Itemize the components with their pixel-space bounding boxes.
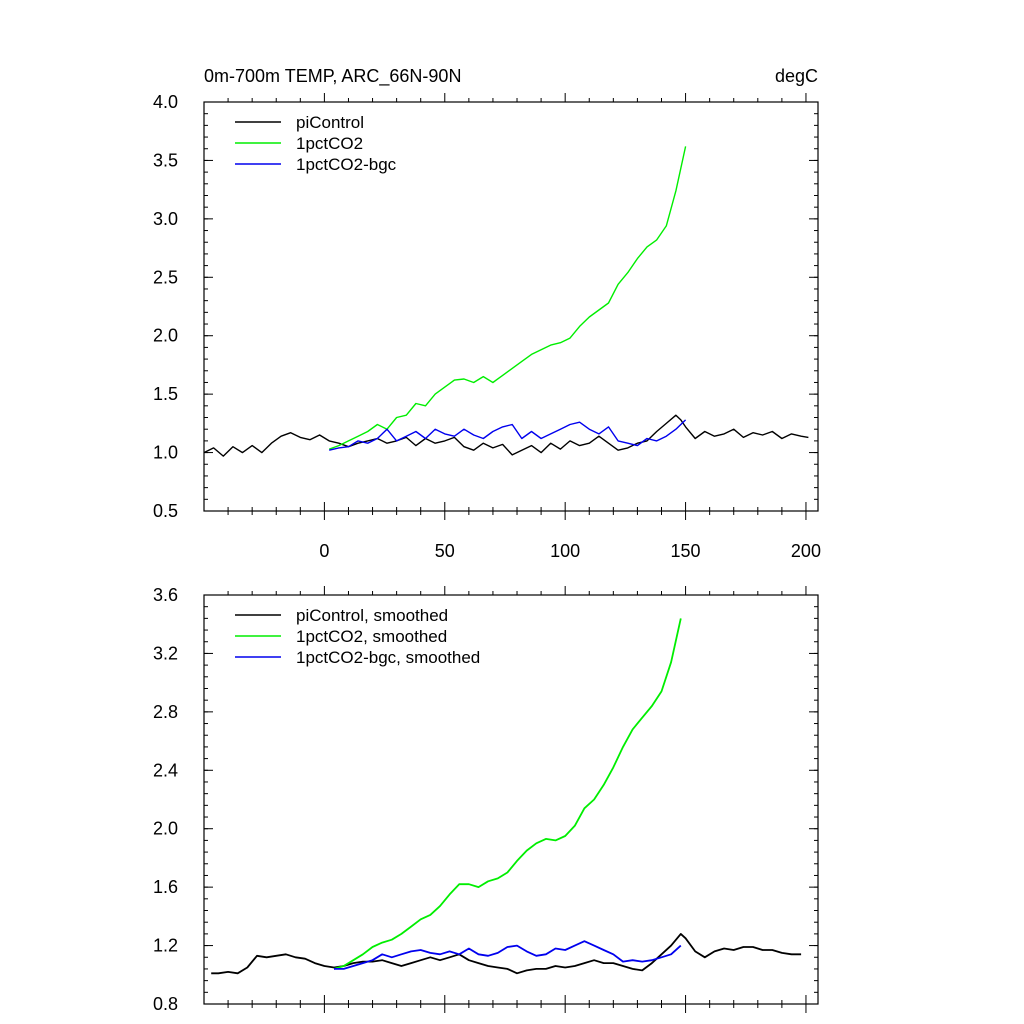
top-x-tick-label: 0 <box>319 541 329 561</box>
bottom-legend-label-2: 1pctCO2-bgc, smoothed <box>296 648 480 667</box>
bottom-y-tick-label: 0.8 <box>153 994 178 1014</box>
bottom-legend-label-1: 1pctCO2, smoothed <box>296 627 447 646</box>
top-legend-label-2: 1pctCO2-bgc <box>296 155 397 174</box>
bottom-axes: 0.8 1.2 1.6 2.0 2.4 2.8 3.2 3.6 <box>153 585 818 1014</box>
top-series-line-2 <box>329 419 687 451</box>
bottom-y-tick-label: 3.2 <box>153 643 178 663</box>
bottom-legend-label-0: piControl, smoothed <box>296 606 448 625</box>
bottom-series-line-1 <box>333 618 682 970</box>
top-legend: piControl 1pctCO2 1pctCO2-bgc <box>235 113 397 174</box>
bottom-series-line-2 <box>334 940 682 970</box>
top-series-line-1 <box>328 146 687 450</box>
top-y-tick-label: 3.5 <box>153 150 178 170</box>
top-x-tick-label: 50 <box>435 541 455 561</box>
top-x-tick-label: 100 <box>550 541 580 561</box>
bottom-y-tick-label: 2.0 <box>153 819 178 839</box>
top-legend-label-1: 1pctCO2 <box>296 134 363 153</box>
top-y-tick-label: 1.5 <box>153 384 178 404</box>
bottom-y-tick-label: 2.4 <box>153 760 178 780</box>
top-legend-label-0: piControl <box>296 113 364 132</box>
top-x-tick-label: 150 <box>671 541 701 561</box>
bottom-y-tick-label: 1.6 <box>153 877 178 897</box>
top-axes: 0.5 1.0 1.5 2.0 2.5 3.0 3.5 4.0 0 50 100 150 200 <box>153 92 821 561</box>
bottom-legend: piControl, smoothed 1pctCO2, smoothed 1pct… <box>235 606 480 667</box>
bottom-series-group <box>211 618 802 975</box>
bottom-plot-frame <box>203 594 819 1005</box>
top-y-tick-label: 1.0 <box>153 443 178 463</box>
bottom-series-line-0 <box>211 933 802 975</box>
bottom-y-tick-label: 2.8 <box>153 702 178 722</box>
top-y-tick-label: 4.0 <box>153 92 178 112</box>
top-series-group <box>203 146 809 457</box>
top-series-line-0 <box>203 414 809 457</box>
top-chart-title: 0m-700m TEMP, ARC_66N-90N <box>204 66 461 87</box>
top-y-tick-label: 2.0 <box>153 326 178 346</box>
bottom-y-tick-label: 1.2 <box>153 936 178 956</box>
bottom-y-tick-label: 3.6 <box>153 585 178 605</box>
top-y-tick-label: 0.5 <box>153 501 178 521</box>
bottom-panel: 0.8 1.2 1.6 2.0 2.4 2.8 3.2 3.6 piControl, smoo… <box>153 585 819 1014</box>
top-plot-frame <box>203 101 819 512</box>
top-panel: 0m-700m TEMP, ARC_66N-90N degC 0.5 1.0 1.5… <box>153 66 821 561</box>
top-y-tick-label: 3.0 <box>153 209 178 229</box>
top-y-tick-label: 2.5 <box>153 267 178 287</box>
top-x-tick-label: 200 <box>791 541 821 561</box>
top-chart-units: degC <box>775 66 818 86</box>
